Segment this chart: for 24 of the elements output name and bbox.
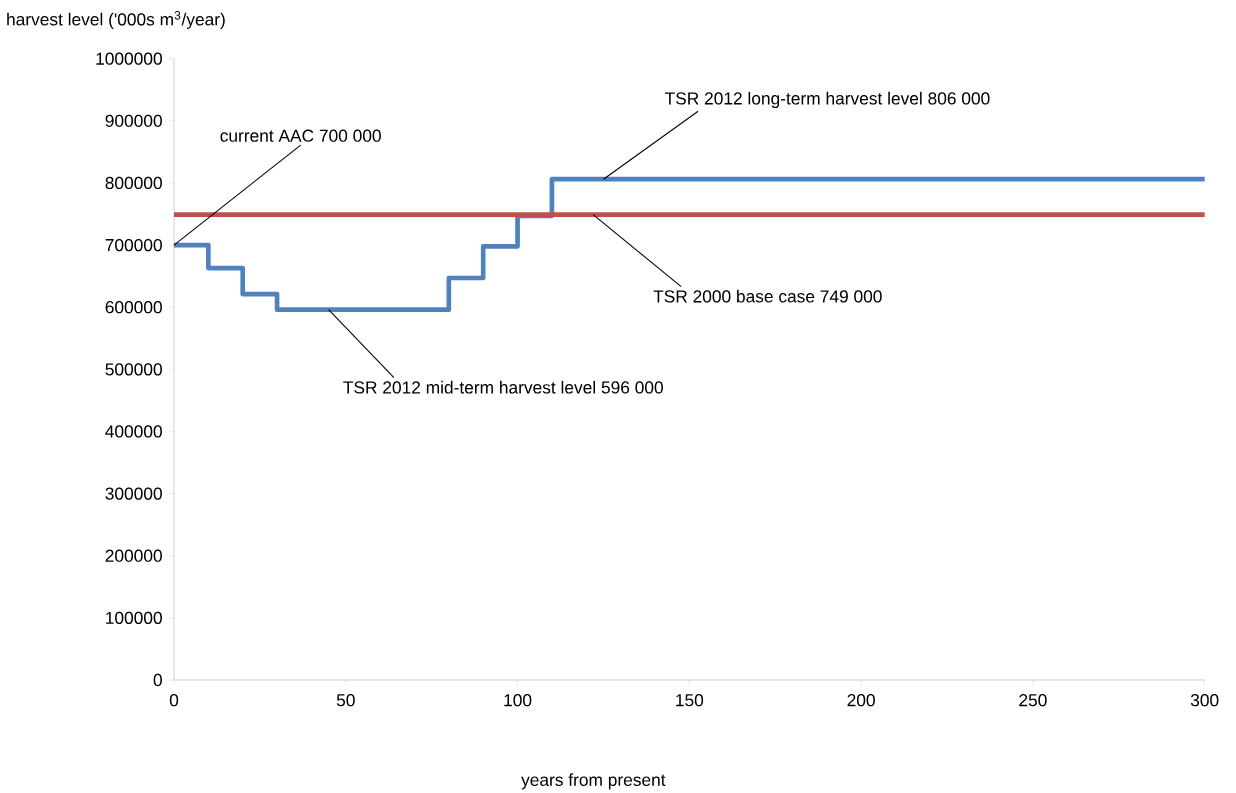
y-tick-label: 500000 (105, 363, 162, 376)
y-tick-label: 0 (153, 673, 162, 686)
annotation: TSR 2000 base case 749 000 (653, 289, 882, 303)
y-tick-label: 200000 (105, 549, 162, 562)
y-tick-label: 600000 (105, 300, 162, 314)
y-tick-label: 900000 (105, 114, 162, 127)
annotation: TSR 2012 mid-term harvest level 596 000 (343, 380, 663, 394)
annotation: current AAC 700 000 (220, 129, 381, 142)
y-tick-label: 700000 (105, 238, 162, 252)
y-tick-label: 1000000 (96, 52, 162, 65)
x-tick-label: 200 (847, 693, 875, 707)
x-axis-title: years from present (521, 773, 666, 790)
y-tick-label: 300000 (105, 487, 162, 500)
x-tick-label: 150 (676, 693, 704, 707)
y-tick-label: 800000 (105, 176, 162, 189)
x-tick-label: 250 (1019, 693, 1047, 707)
x-tick-label: 100 (504, 693, 532, 707)
annotation: TSR 2012 long-term harvest level 806 000 (665, 91, 990, 108)
x-tick-label: 0 (169, 693, 179, 707)
y-axis-title: harvest level ('000s m$^{3}$/year) (7, 10, 225, 29)
y-tick-label: 100000 (106, 611, 162, 624)
y-tick-label: 400000 (105, 425, 162, 438)
x-tick-label: 50 (336, 693, 355, 707)
x-tick-label: 300 (1190, 693, 1219, 707)
